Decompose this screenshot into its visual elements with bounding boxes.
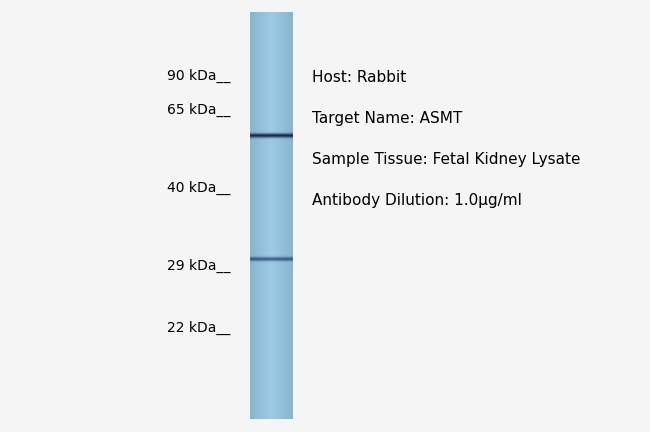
Text: 90 kDa__: 90 kDa__ <box>167 69 231 83</box>
Text: Antibody Dilution: 1.0μg/ml: Antibody Dilution: 1.0μg/ml <box>312 194 522 208</box>
Text: 65 kDa__: 65 kDa__ <box>167 103 231 117</box>
Text: 29 kDa__: 29 kDa__ <box>167 259 231 273</box>
Text: Host: Rabbit: Host: Rabbit <box>312 70 406 85</box>
Text: 40 kDa__: 40 kDa__ <box>168 181 231 195</box>
Text: Target Name: ASMT: Target Name: ASMT <box>312 111 462 126</box>
Text: 22 kDa__: 22 kDa__ <box>168 321 231 335</box>
Text: Sample Tissue: Fetal Kidney Lysate: Sample Tissue: Fetal Kidney Lysate <box>312 152 580 167</box>
